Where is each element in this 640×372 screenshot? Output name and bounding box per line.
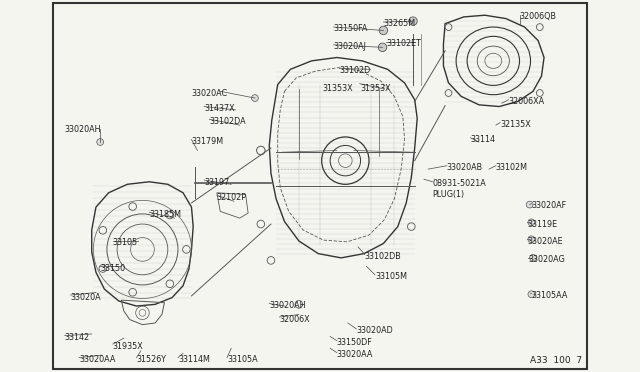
Circle shape xyxy=(378,43,387,52)
Circle shape xyxy=(526,201,533,208)
Circle shape xyxy=(379,26,388,35)
Text: 33119E: 33119E xyxy=(527,220,557,229)
Text: 33142: 33142 xyxy=(65,333,90,342)
Circle shape xyxy=(257,220,264,228)
Circle shape xyxy=(536,24,543,31)
Text: 33105M: 33105M xyxy=(375,272,407,281)
Text: 31353X: 31353X xyxy=(323,84,353,93)
Text: 33150: 33150 xyxy=(100,264,125,273)
Text: 33020AH: 33020AH xyxy=(65,125,101,134)
Text: 33265M: 33265M xyxy=(383,19,415,28)
Circle shape xyxy=(536,90,543,96)
Circle shape xyxy=(528,236,535,243)
Text: 31353X: 31353X xyxy=(360,84,391,93)
Text: 33102DB: 33102DB xyxy=(365,252,401,261)
Circle shape xyxy=(257,146,265,155)
Text: 33197: 33197 xyxy=(204,177,229,186)
Text: 32102P: 32102P xyxy=(217,193,247,202)
Circle shape xyxy=(267,257,275,264)
Text: 33020AC: 33020AC xyxy=(191,89,228,98)
Circle shape xyxy=(408,223,415,230)
Text: 32006QB: 32006QB xyxy=(520,12,557,21)
Text: 33179M: 33179M xyxy=(191,137,223,146)
Text: 33114: 33114 xyxy=(470,135,495,144)
Circle shape xyxy=(166,211,173,219)
Text: 32006X: 32006X xyxy=(280,314,310,324)
Circle shape xyxy=(530,254,536,261)
Circle shape xyxy=(99,265,107,272)
Text: 33102D: 33102D xyxy=(339,66,371,75)
Text: 31437X: 31437X xyxy=(204,104,235,113)
Text: 33105: 33105 xyxy=(113,238,138,247)
Circle shape xyxy=(129,203,136,210)
Text: 33020AA: 33020AA xyxy=(79,355,115,364)
Circle shape xyxy=(445,90,452,96)
Text: 33020AB: 33020AB xyxy=(447,163,483,172)
Text: 32135X: 32135X xyxy=(500,120,531,129)
Text: 33102M: 33102M xyxy=(496,163,528,172)
Text: 33185M: 33185M xyxy=(149,210,181,219)
Text: 31935X: 31935X xyxy=(113,341,143,350)
Circle shape xyxy=(182,246,190,253)
Circle shape xyxy=(295,301,303,308)
Text: PLUG(1): PLUG(1) xyxy=(433,190,465,199)
Text: 08931-5021A: 08931-5021A xyxy=(433,179,486,188)
Text: 33020AJ: 33020AJ xyxy=(333,42,367,51)
Text: 33150DF: 33150DF xyxy=(337,338,372,347)
Text: 33105A: 33105A xyxy=(227,355,258,364)
Text: 32006XA: 32006XA xyxy=(509,97,545,106)
Text: 33020AA: 33020AA xyxy=(337,350,373,359)
Circle shape xyxy=(129,288,136,296)
Circle shape xyxy=(99,227,107,234)
Circle shape xyxy=(97,139,104,145)
Text: 33020AG: 33020AG xyxy=(528,255,564,264)
Text: A33  100  7: A33 100 7 xyxy=(530,356,582,365)
Text: 33020A: 33020A xyxy=(70,292,101,302)
Text: 33020AD: 33020AD xyxy=(356,326,393,335)
Text: 33020AE: 33020AE xyxy=(527,237,563,246)
Circle shape xyxy=(252,95,259,102)
Text: 33020AH: 33020AH xyxy=(269,301,306,310)
Circle shape xyxy=(528,291,535,298)
Text: 31526Y: 31526Y xyxy=(136,355,166,364)
Text: 33105AA: 33105AA xyxy=(531,291,568,300)
Text: 33102ET: 33102ET xyxy=(386,39,421,48)
Circle shape xyxy=(166,280,173,288)
Circle shape xyxy=(409,17,417,25)
Text: 33150FA: 33150FA xyxy=(333,24,368,33)
Text: 33102DA: 33102DA xyxy=(209,117,246,126)
Text: 33114M: 33114M xyxy=(178,355,210,364)
Circle shape xyxy=(528,219,535,226)
Circle shape xyxy=(445,24,452,31)
Text: 33020AF: 33020AF xyxy=(531,201,566,210)
